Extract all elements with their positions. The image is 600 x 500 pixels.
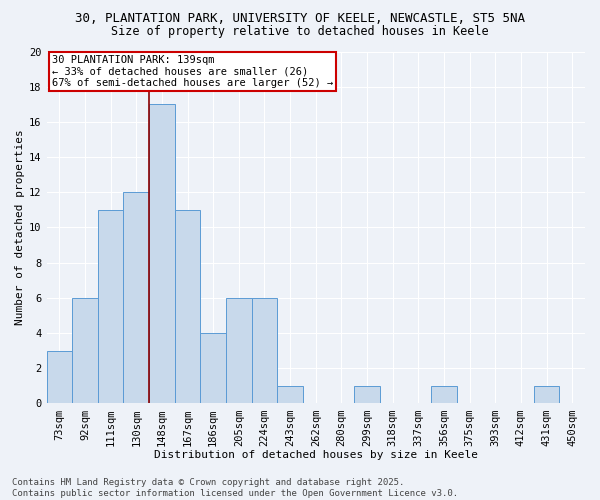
Bar <box>149 104 175 404</box>
Text: 30 PLANTATION PARK: 139sqm
← 33% of detached houses are smaller (26)
67% of semi: 30 PLANTATION PARK: 139sqm ← 33% of deta… <box>52 55 333 88</box>
Bar <box>431 386 457 404</box>
Bar <box>226 298 251 404</box>
Bar <box>200 333 226 404</box>
Text: Contains HM Land Registry data © Crown copyright and database right 2025.
Contai: Contains HM Land Registry data © Crown c… <box>12 478 458 498</box>
X-axis label: Distribution of detached houses by size in Keele: Distribution of detached houses by size … <box>154 450 478 460</box>
Text: 30, PLANTATION PARK, UNIVERSITY OF KEELE, NEWCASTLE, ST5 5NA: 30, PLANTATION PARK, UNIVERSITY OF KEELE… <box>75 12 525 26</box>
Bar <box>72 298 98 404</box>
Bar <box>251 298 277 404</box>
Bar <box>47 350 72 404</box>
Bar <box>534 386 559 404</box>
Text: Size of property relative to detached houses in Keele: Size of property relative to detached ho… <box>111 25 489 38</box>
Bar <box>124 192 149 404</box>
Bar <box>175 210 200 404</box>
Bar <box>354 386 380 404</box>
Bar <box>277 386 303 404</box>
Y-axis label: Number of detached properties: Number of detached properties <box>15 130 25 326</box>
Bar <box>98 210 124 404</box>
